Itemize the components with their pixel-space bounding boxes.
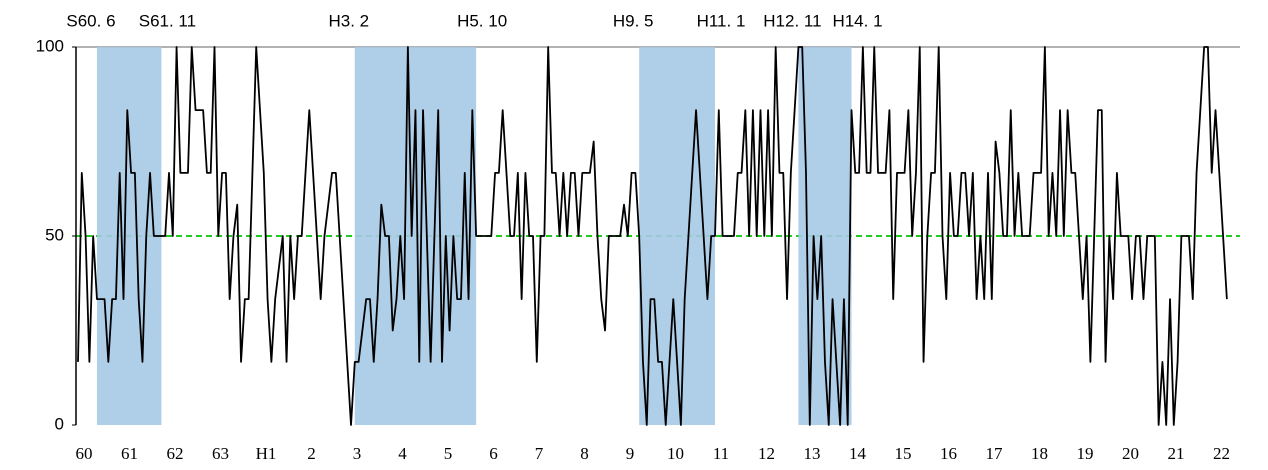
recession-end-label: H11. 1 (697, 11, 746, 30)
x-tick-label: 61 (121, 444, 138, 463)
x-tick-label: 12 (758, 444, 775, 463)
x-tick-label: 13 (804, 444, 821, 463)
x-tick-label: 22 (1213, 444, 1230, 463)
x-tick-label: 63 (212, 444, 229, 463)
recession-start-label: S60. 6 (66, 11, 115, 30)
x-tick-label: H1 (256, 444, 277, 463)
y-tick-label: 50 (45, 225, 64, 244)
recession-start-label: H3. 2 (328, 11, 369, 30)
x-tick-label: 9 (626, 444, 635, 463)
x-tick-label: 16 (940, 444, 957, 463)
x-tick-label: 62 (167, 444, 184, 463)
x-tick-label: 3 (353, 444, 362, 463)
x-tick-label: 11 (713, 444, 729, 463)
x-tick-label: 6 (489, 444, 498, 463)
x-tick-label: 17 (986, 444, 1004, 463)
x-tick-label: 8 (580, 444, 589, 463)
recession-end-label: H14. 1 (832, 11, 882, 30)
x-tick-label: 14 (849, 444, 867, 463)
y-tick-label: 0 (55, 414, 64, 433)
x-tick-label: 18 (1031, 444, 1048, 463)
x-tick-label: 15 (895, 444, 912, 463)
recession-band (354, 47, 477, 425)
recession-end-label: S61. 11 (139, 11, 196, 30)
x-tick-label: 7 (535, 444, 544, 463)
x-tick-label: 10 (667, 444, 684, 463)
recession-start-label: H9. 5 (613, 11, 654, 30)
recession-end-label: H5. 10 (457, 11, 507, 30)
recession-start-label: H12. 11 (763, 11, 821, 30)
x-tick-label: 4 (398, 444, 407, 463)
data-line (77, 46, 1228, 426)
x-tick-label: 60 (76, 444, 93, 463)
x-tick-label: 20 (1122, 444, 1139, 463)
x-tick-label: 21 (1168, 444, 1185, 463)
x-tick-label: 2 (307, 444, 316, 463)
y-tick-label: 100 (36, 36, 64, 55)
x-tick-label: 5 (444, 444, 453, 463)
recession-band (96, 47, 162, 425)
x-tick-label: 19 (1077, 444, 1094, 463)
